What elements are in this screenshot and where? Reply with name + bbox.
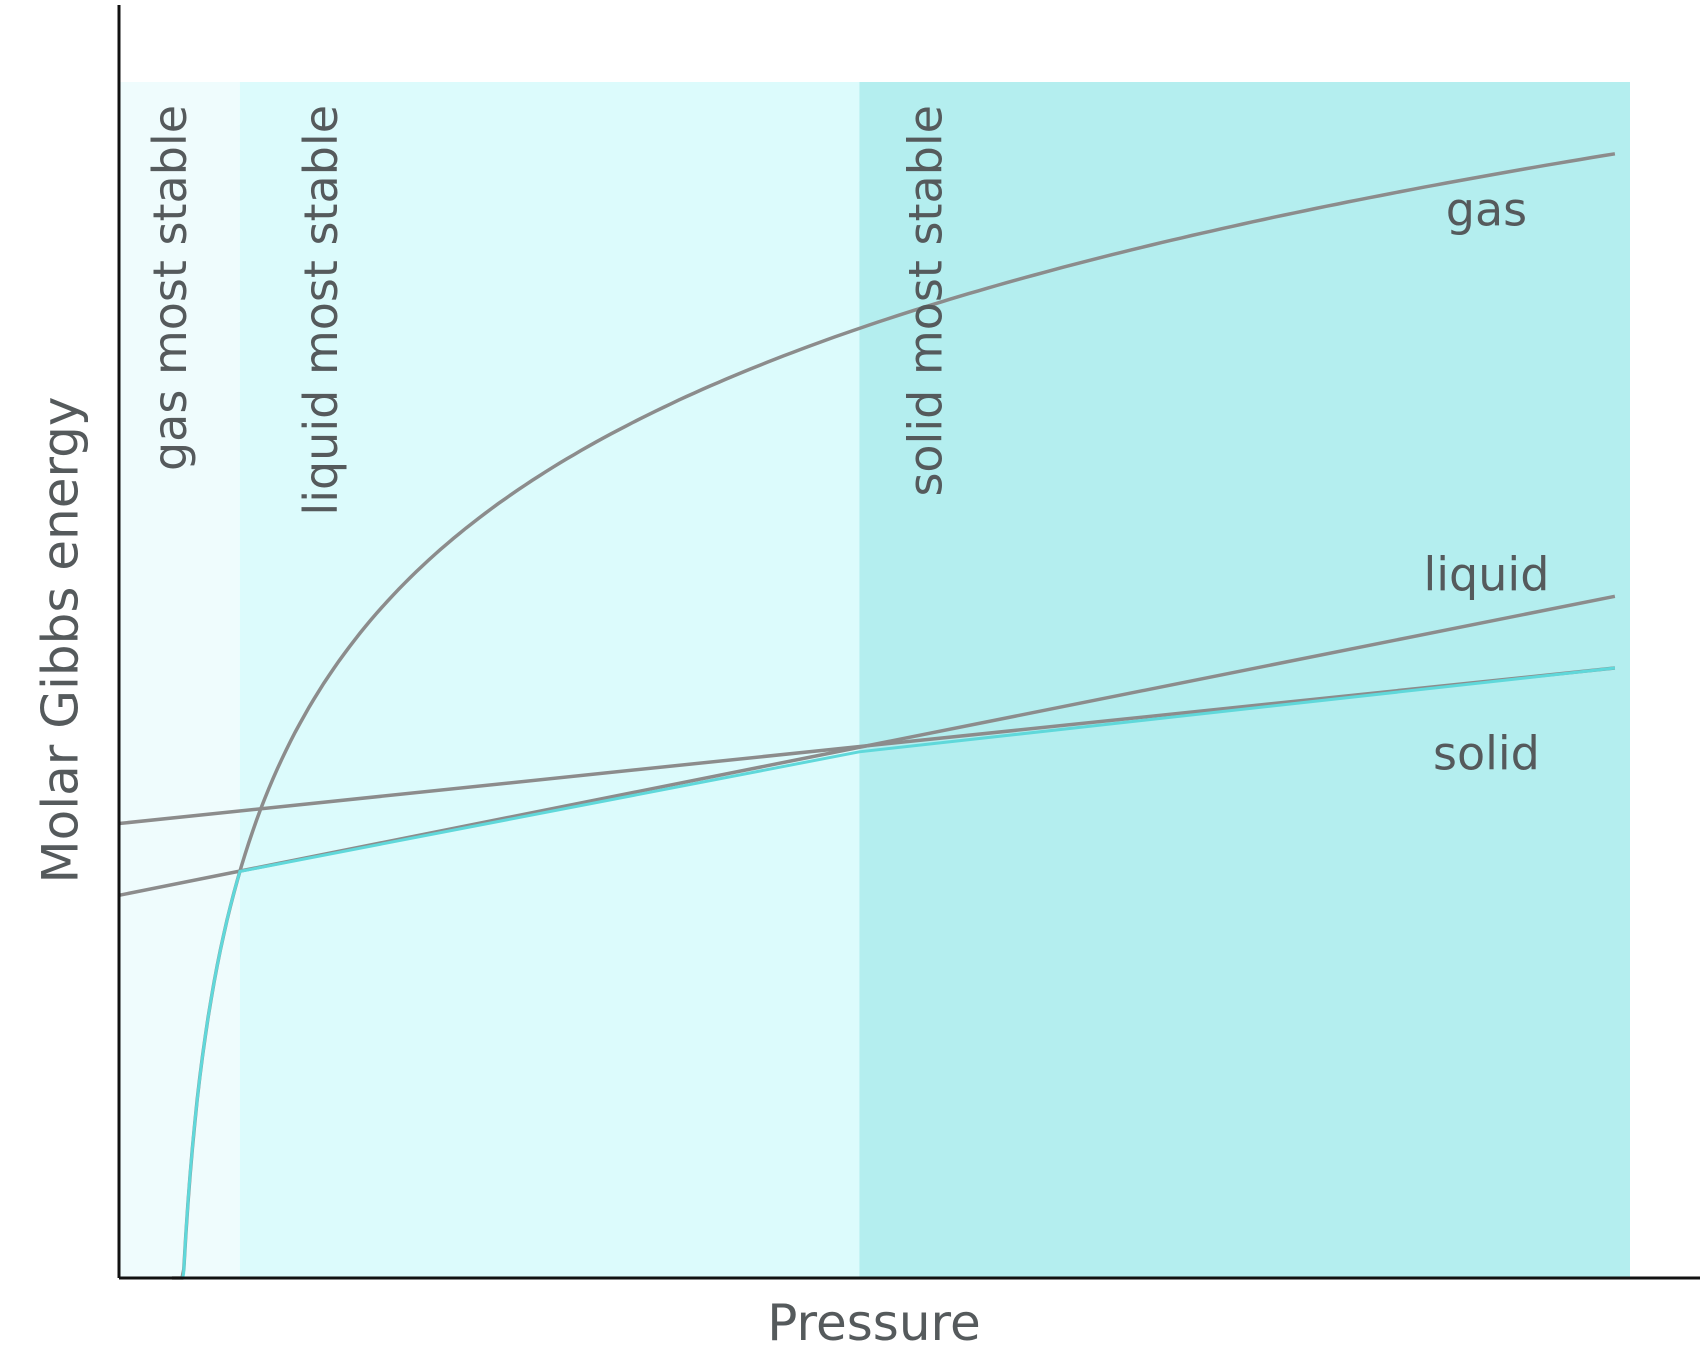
region-label-liquid: liquid most stable: [294, 105, 348, 516]
series-labels: gas liquid solid: [1424, 183, 1550, 781]
series-line-solid: [118, 666, 1616, 826]
region-label-gas: gas most stable: [143, 105, 197, 471]
region-liquid: [239, 82, 860, 1278]
series-label-liquid: liquid: [1424, 547, 1550, 601]
x-axis-title: Pressure: [767, 1294, 981, 1352]
series-label-solid: solid: [1433, 727, 1540, 781]
region-label-solid: solid most stable: [898, 105, 952, 497]
region-labels: gas most stable liquid most stable solid m…: [143, 105, 953, 516]
axes: [117, 5, 1700, 1280]
y-axis-title: Molar Gibbs energy: [32, 397, 90, 884]
series-label-gas: gas: [1446, 183, 1527, 237]
region-gas: [119, 82, 240, 1278]
series-line-gas: [171, 152, 1616, 1280]
